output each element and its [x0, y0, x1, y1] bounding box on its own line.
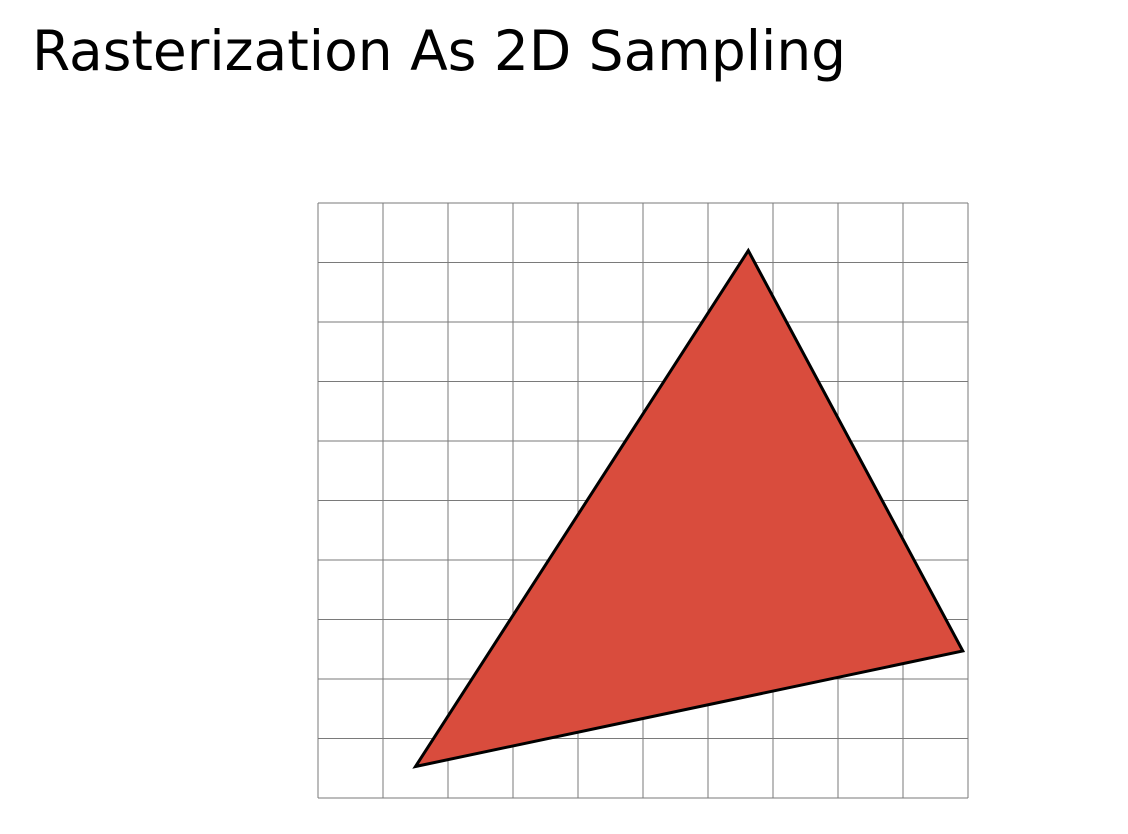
triangle	[412, 247, 966, 769]
slide-title: Rasterization As 2D Sampling	[32, 19, 847, 83]
